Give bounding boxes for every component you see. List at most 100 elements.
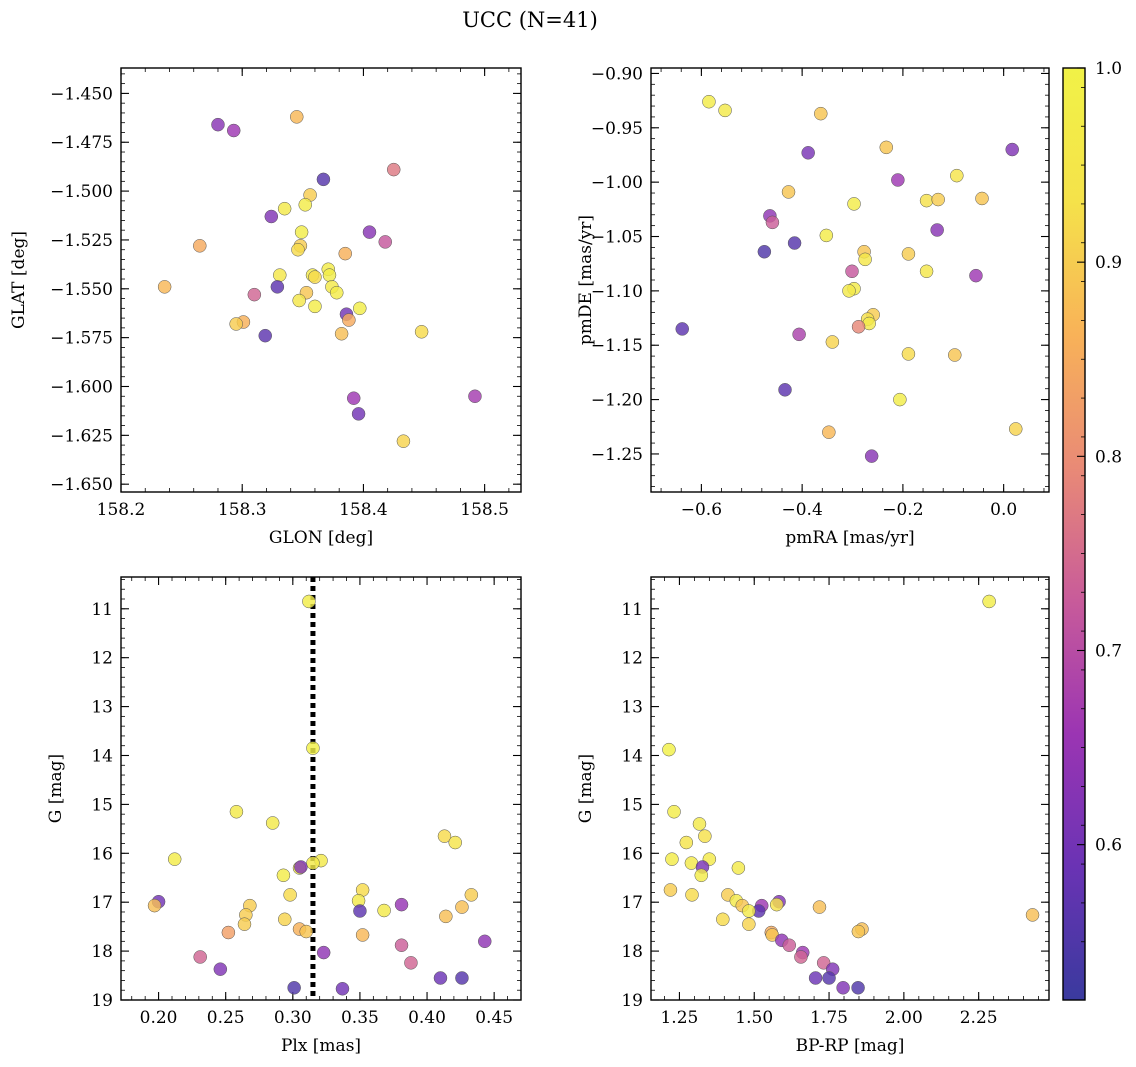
scatter-point [292, 293, 306, 308]
scatter-point [825, 335, 840, 349]
x-tick-label: −0.6 [681, 500, 722, 520]
scatter-point [338, 246, 352, 261]
y-tick-label: −1.00 [591, 173, 643, 193]
scatter-point [448, 835, 462, 850]
colorbar-tick-label: 0.8 [1095, 447, 1122, 467]
y-tick-label: 18 [91, 942, 113, 962]
x-tick-label: 158.2 [97, 500, 146, 520]
scatter-point [847, 197, 861, 211]
scatter-point [394, 938, 409, 952]
scatter-point [969, 268, 983, 283]
y-tick-label: 11 [621, 600, 643, 620]
scatter-point [919, 264, 934, 279]
scatter-point [213, 962, 228, 976]
y-tick-label: 18 [621, 942, 643, 962]
scatter-point [931, 192, 945, 207]
scatter-point [258, 328, 272, 343]
y-tick-label: −1.575 [50, 329, 113, 349]
scatter-point [270, 280, 285, 294]
scatter-point [702, 94, 716, 109]
scatter-point [226, 123, 241, 138]
scatter-point [346, 391, 361, 405]
scatter-point [362, 225, 377, 239]
scatter-point [765, 215, 780, 230]
scatter-point [377, 903, 391, 918]
scatter-point [229, 804, 244, 819]
scatter-point [901, 247, 916, 261]
scatter-point [679, 835, 694, 850]
scatter-point [306, 856, 320, 870]
panel-pmra-pmde: −0.6 −0.4 −0.2 0.0 −0.90 −0.95 −1.00 −1.05 −1.10… [576, 64, 1050, 548]
x-tick-label: 0.0 [990, 500, 1017, 520]
x-tick-label: 158.4 [339, 500, 388, 520]
scatter-point [378, 235, 392, 249]
y-tick-label: −0.95 [591, 119, 643, 139]
scatter-point [1008, 422, 1023, 436]
scatter-point [211, 117, 225, 132]
x-tick-label: 1.50 [735, 1008, 773, 1028]
x-tick-label: 158.5 [460, 500, 509, 520]
scatter-point [901, 347, 916, 361]
scatter-point [893, 392, 907, 407]
y-axis-label: G [mag] [576, 754, 596, 823]
scatter-point [277, 201, 292, 216]
x-tick-label: 1.25 [660, 1008, 698, 1028]
x-tick-label: 0.20 [140, 1008, 178, 1028]
y-tick-label: 12 [91, 649, 113, 669]
plot-frame [120, 576, 522, 1001]
scatter-point [858, 252, 872, 267]
scatter-point [836, 981, 850, 995]
y-tick-label: −0.90 [591, 64, 643, 84]
scatter-point [464, 888, 479, 902]
scatter-point [308, 299, 322, 314]
colorbar-tick-label: 1.0 [1095, 59, 1122, 79]
scatter-point [757, 244, 772, 259]
scatter-point [468, 389, 482, 404]
x-tick-label: 0.40 [408, 1008, 446, 1028]
scatter-point [394, 897, 409, 912]
plot-frame [650, 67, 1050, 493]
scatter-point [433, 971, 448, 985]
scatter-point [718, 103, 732, 118]
scatter-point [386, 162, 401, 177]
scatter-point [302, 594, 316, 609]
scatter-point [306, 741, 320, 755]
scatter-point [919, 193, 934, 208]
y-tick-label: 15 [621, 795, 643, 815]
y-tick-label: −1.650 [50, 475, 113, 495]
x-tick-label: 0.25 [207, 1008, 245, 1028]
colorbar-tick-label: 0.6 [1095, 836, 1122, 856]
y-tick-label: 16 [621, 844, 643, 864]
y-tick-label: 13 [621, 698, 643, 718]
scatter-point [414, 325, 429, 339]
colorbar-tick-label: 0.9 [1095, 253, 1122, 273]
x-tick-label: −0.2 [882, 500, 923, 520]
y-tick-label: 12 [621, 649, 643, 669]
scatter-point [1025, 908, 1040, 922]
x-tick-label: 0.45 [475, 1008, 513, 1028]
y-axis-label: G [mag] [46, 754, 66, 823]
scatter-point [291, 242, 305, 257]
y-tick-label: −1.600 [50, 377, 113, 397]
scatter-point [355, 928, 370, 942]
scatter-point [781, 185, 796, 199]
x-tick-label: 2.00 [885, 1008, 923, 1028]
scatter-point [667, 804, 681, 819]
scatter-point [716, 912, 730, 927]
y-tick-label: −1.450 [50, 84, 113, 104]
scatter-point [812, 900, 827, 914]
panel-glon-glat: 158.2 158.3 158.4 158.5 −1.450 −1.475 −1.500 −1… [9, 67, 522, 548]
x-tick-label: 0.30 [274, 1008, 312, 1028]
y-tick-label: 19 [91, 991, 113, 1011]
scatter-point [814, 106, 828, 121]
scatter-point [478, 934, 492, 949]
scatter-point [731, 861, 746, 875]
y-tick-label: 14 [91, 746, 113, 766]
y-tick-label: −1.20 [591, 391, 643, 411]
scatter-point [335, 982, 350, 996]
scatter-point [851, 319, 866, 334]
scatter-point [273, 268, 287, 282]
y-tick-label: −1.550 [50, 280, 113, 300]
scatter-point [694, 868, 709, 883]
scatter-point [851, 924, 866, 939]
